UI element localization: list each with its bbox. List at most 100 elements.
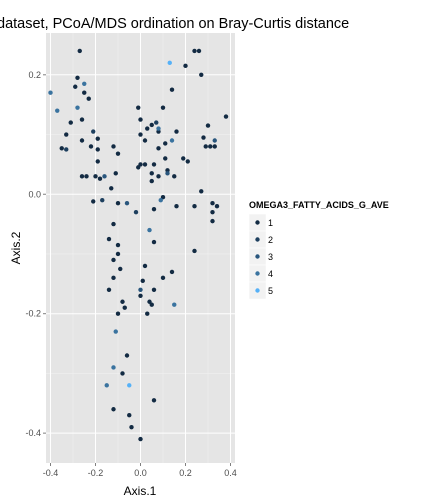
data-point-level-1	[106, 236, 112, 242]
data-point-level-4	[48, 90, 53, 95]
data-point-level-4	[158, 198, 163, 203]
data-point-level-1	[138, 132, 143, 137]
legend-label: 4	[268, 269, 273, 279]
x-axis-title: Axis.1	[124, 484, 157, 498]
data-point-level-1	[115, 251, 121, 257]
chart-title: dataset, PCoA/MDS ordination on Bray-Cur…	[0, 16, 349, 32]
x-axis-ticks: -0.4 -0.2 0.0 0.2 0.4	[43, 463, 237, 478]
legend: OMEGA3_FATTY_ACIDS_G_AVE 1 2 3 4 5	[248, 200, 389, 300]
data-point-level-1	[142, 263, 148, 269]
data-point-level-1	[192, 48, 197, 54]
data-point-level-4	[111, 365, 116, 370]
data-point-level-1	[124, 353, 130, 358]
data-point-level-2	[133, 209, 139, 215]
data-point-level-1	[149, 171, 154, 176]
data-point-level-1	[169, 269, 175, 275]
data-point-level-1	[73, 84, 78, 89]
data-point-level-1	[120, 371, 125, 376]
data-point-level-1	[111, 144, 116, 149]
y-axis-ticks: -0.4 -0.2 0.0 0.2	[25, 70, 46, 438]
x-tick-label: -0.4	[43, 468, 59, 478]
data-point-level-1	[79, 117, 85, 122]
data-point-level-1	[147, 299, 152, 304]
data-point-level-1	[210, 218, 215, 224]
data-point-level-3	[124, 201, 130, 206]
data-point-level-1	[163, 156, 168, 161]
data-point-level-1	[201, 135, 206, 140]
data-point-level-1	[160, 275, 166, 281]
data-point-level-1	[145, 126, 150, 131]
data-point-level-1	[111, 257, 116, 263]
legend-items: 1 2 3 4 5	[248, 213, 273, 300]
y-tick-label: 0.0	[28, 189, 41, 199]
data-point-level-1	[208, 144, 213, 149]
data-point-level-5	[167, 60, 172, 66]
data-point-level-1	[210, 209, 215, 215]
data-point-level-2	[100, 198, 105, 203]
data-point-level-4	[147, 227, 152, 233]
legend-label: 5	[268, 286, 273, 296]
data-point-level-1	[149, 302, 154, 307]
data-point-level-2	[64, 147, 69, 152]
data-point-level-1	[156, 174, 161, 179]
x-tick-label: 0.0	[134, 468, 147, 478]
data-point-level-1	[95, 147, 100, 152]
data-point-level-1	[185, 159, 190, 164]
data-point-level-1	[169, 87, 175, 92]
x-tick-label: -0.2	[88, 468, 104, 478]
data-point-level-1	[115, 242, 121, 248]
data-point-level-1	[174, 129, 179, 134]
legend-key-point	[255, 254, 260, 259]
legend-key-point	[255, 288, 260, 293]
data-point-level-3	[138, 287, 143, 293]
data-point-level-1	[151, 206, 157, 212]
x-tick-label: 0.4	[224, 468, 237, 478]
data-point-level-1	[205, 123, 211, 128]
data-point-level-4	[75, 105, 80, 110]
data-point-level-1	[156, 146, 161, 151]
data-point-level-1	[79, 138, 85, 143]
y-tick-label: -0.4	[25, 428, 41, 438]
data-point-level-1	[93, 174, 98, 179]
data-point-level-3	[212, 138, 217, 143]
data-point-level-1	[95, 136, 100, 141]
data-point-level-1	[111, 275, 116, 281]
data-point-level-1	[97, 176, 103, 181]
data-point-level-1	[59, 146, 64, 151]
data-point-level-1	[113, 171, 118, 176]
data-point-level-1	[192, 248, 197, 254]
data-point-level-1	[129, 424, 134, 430]
y-tick-label: 0.2	[28, 70, 41, 80]
data-point-level-1	[64, 132, 69, 137]
data-point-level-1	[214, 203, 220, 209]
legend-title: OMEGA3_FATTY_ACIDS_G_AVE	[249, 200, 389, 210]
data-point-level-1	[115, 151, 121, 156]
data-point-level-1	[138, 436, 143, 442]
data-point-level-1	[174, 203, 179, 209]
data-point-level-1	[142, 162, 148, 167]
data-point-level-1	[181, 156, 186, 161]
data-point-level-1	[199, 72, 204, 78]
data-point-level-2	[154, 120, 159, 125]
data-point-level-1	[82, 90, 87, 95]
data-point-level-1	[196, 48, 202, 54]
data-point-level-1	[149, 178, 154, 184]
x-tick-label: 0.2	[179, 468, 192, 478]
data-point-level-1	[75, 75, 80, 80]
data-point-level-1	[138, 293, 143, 298]
data-point-level-1	[138, 162, 143, 167]
data-point-level-1	[77, 48, 82, 54]
data-point-level-1	[118, 266, 123, 272]
data-point-level-1	[136, 105, 141, 110]
data-point-level-4	[104, 383, 109, 388]
data-point-level-1	[183, 63, 188, 69]
data-point-level-1	[145, 311, 150, 316]
data-point-level-3	[165, 171, 170, 176]
legend-label: 3	[268, 252, 273, 262]
data-point-level-1	[109, 186, 114, 191]
data-point-level-4	[113, 329, 118, 334]
data-point-level-1	[136, 165, 141, 170]
data-point-level-4	[172, 302, 177, 307]
data-point-level-1	[120, 299, 125, 304]
data-point-level-1	[138, 117, 143, 122]
